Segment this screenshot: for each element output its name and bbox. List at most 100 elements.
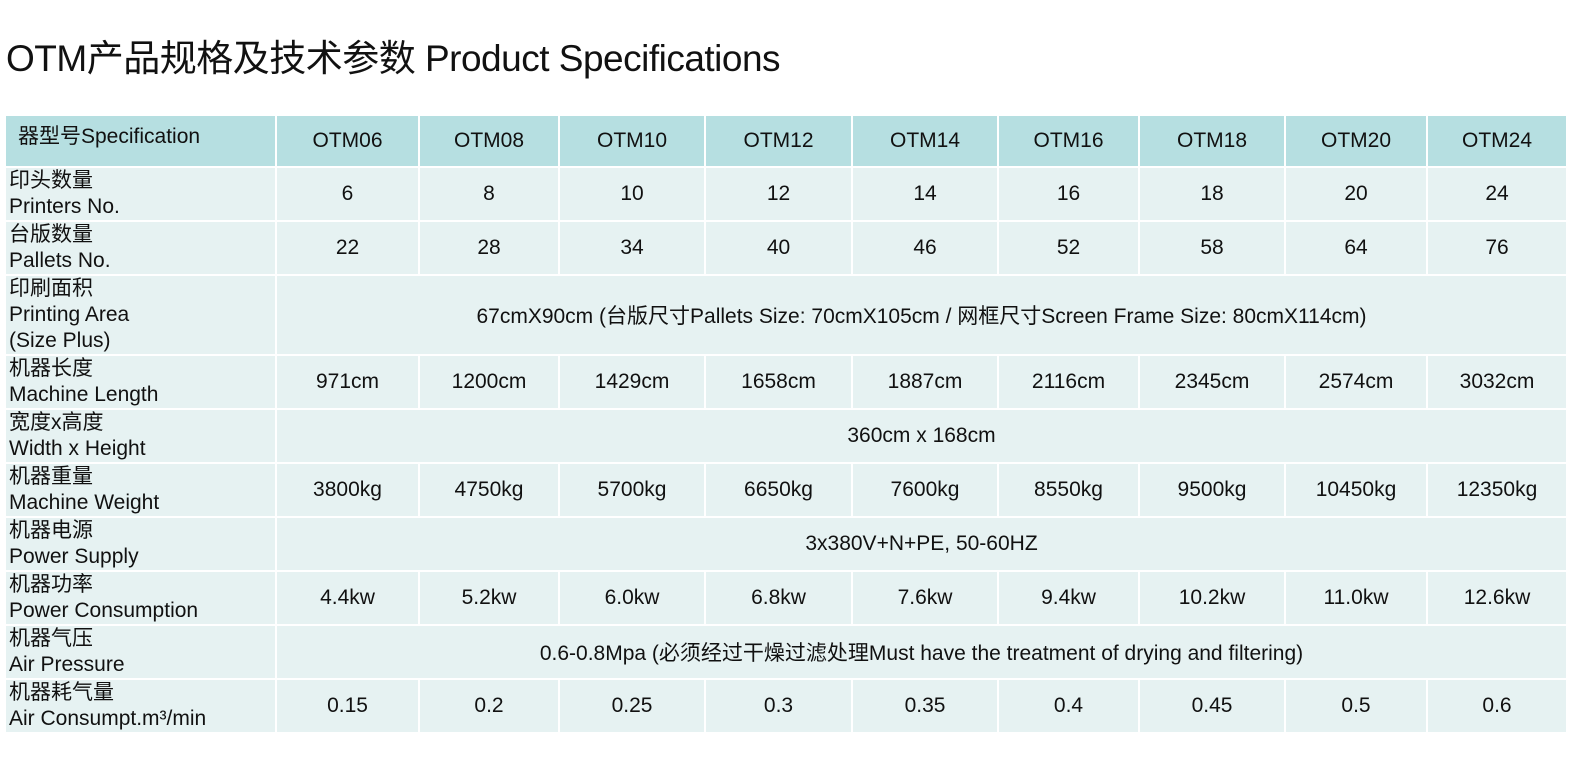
cell: 58 [1138,220,1286,276]
cell: 12350kg [1426,462,1568,518]
label-line: Air Pressure [9,653,125,676]
cell: 971cm [275,354,420,410]
row-label: 印刷面积 Printing Area (Size Plus) [4,274,277,356]
table-body: 印头数量 Printers No. 6 8 10 12 14 16 18 20 24 台版数量 Pall… [4,166,1568,734]
table-head: 器型号Specification OTM06 OTM08 OTM10 OTM12 OTM1… [4,114,1568,168]
cell: 11.0kw [1284,570,1428,626]
table-row: 印刷面积 Printing Area (Size Plus) 67cmX90cm (台… [4,274,1568,356]
table-row: 机器气压 Air Pressure 0.6-0.8Mpa (必须经过干燥过滤处理Mu… [4,624,1568,680]
cell: 0.45 [1138,678,1286,734]
cell: 0.5 [1284,678,1428,734]
column-header: OTM14 [851,114,999,168]
cell: 34 [558,220,706,276]
label-line: Machine Weight [9,491,160,514]
cell: 0.25 [558,678,706,734]
cell: 1429cm [558,354,706,410]
column-header: OTM24 [1426,114,1568,168]
table-row: 机器电源 Power Supply 3x380V+N+PE, 50-60HZ [4,516,1568,572]
cell: 6.0kw [558,570,706,626]
spanning-cell: 360cm x 168cm [275,408,1568,464]
cell: 7.6kw [851,570,999,626]
cell: 16 [997,166,1140,222]
table-row: 机器耗气量 Air Consumpt.m³/min 0.15 0.2 0.25 0.3 0.… [4,678,1568,734]
spec-table: 器型号Specification OTM06 OTM08 OTM10 OTM12 OTM1… [4,114,1568,734]
cell: 22 [275,220,420,276]
label-line: Power Supply [9,545,139,568]
cell: 52 [997,220,1140,276]
column-header: OTM12 [704,114,853,168]
cell: 6.8kw [704,570,853,626]
cell: 0.3 [704,678,853,734]
column-header: OTM08 [418,114,560,168]
label-line: Pallets No. [9,249,111,272]
row-label: 机器重量 Machine Weight [4,462,277,518]
row-label: 机器耗气量 Air Consumpt.m³/min [4,678,277,734]
cell: 24 [1426,166,1568,222]
table-row: 机器功率 Power Consumption 4.4kw 5.2kw 6.0kw 6.8k… [4,570,1568,626]
cell: 46 [851,220,999,276]
label-line: Printing Area [9,303,130,326]
cell: 18 [1138,166,1286,222]
cell: 0.35 [851,678,999,734]
row-label: 机器功率 Power Consumption [4,570,277,626]
label-line: Width x Height [9,437,146,460]
cell: 64 [1284,220,1428,276]
column-header: OTM20 [1284,114,1428,168]
cell: 6650kg [704,462,853,518]
page-title: OTM产品规格及技术参数 Product Specifications [6,38,781,79]
table-row: 印头数量 Printers No. 6 8 10 12 14 16 18 20 24 [4,166,1568,222]
label-line: 印刷面积 [9,277,93,300]
spec-header: 器型号Specification [4,114,277,168]
cell: 10.2kw [1138,570,1286,626]
cell: 10 [558,166,706,222]
cell: 14 [851,166,999,222]
cell: 0.15 [275,678,420,734]
cell: 5700kg [558,462,706,518]
spanning-cell: 67cmX90cm (台版尺寸Pallets Size: 70cmX105cm … [275,274,1568,356]
spanning-cell: 0.6-0.8Mpa (必须经过干燥过滤处理Must have the trea… [275,624,1568,680]
cell: 1200cm [418,354,560,410]
label-line: 宽度x高度 [9,411,104,434]
column-header: OTM18 [1138,114,1286,168]
label-line: 机器功率 [9,573,93,596]
table-row: 宽度x高度 Width x Height 360cm x 168cm [4,408,1568,464]
cell: 1658cm [704,354,853,410]
table-row: 机器重量 Machine Weight 3800kg 4750kg 5700kg 6650… [4,462,1568,518]
row-label: 宽度x高度 Width x Height [4,408,277,464]
cell: 10450kg [1284,462,1428,518]
table-row: 台版数量 Pallets No. 22 28 34 40 46 52 58 64 76 [4,220,1568,276]
cell: 9.4kw [997,570,1140,626]
cell: 12 [704,166,853,222]
cell: 8 [418,166,560,222]
label-line: 台版数量 [9,223,93,246]
row-label: 印头数量 Printers No. [4,166,277,222]
cell: 0.2 [418,678,560,734]
cell: 3032cm [1426,354,1568,410]
label-line: 机器电源 [9,519,93,542]
cell: 20 [1284,166,1428,222]
label-line: 机器长度 [9,357,93,380]
row-label: 机器气压 Air Pressure [4,624,277,680]
label-line: 机器耗气量 [9,681,114,704]
table-row: 机器长度 Machine Length 971cm 1200cm 1429cm 1658c… [4,354,1568,410]
cell: 5.2kw [418,570,560,626]
column-header: OTM10 [558,114,706,168]
label-line: 机器重量 [9,465,93,488]
column-header: OTM16 [997,114,1140,168]
label-line: Power Consumption [9,599,199,622]
cell: 76 [1426,220,1568,276]
cell: 4750kg [418,462,560,518]
cell: 6 [275,166,420,222]
cell: 3800kg [275,462,420,518]
cell: 4.4kw [275,570,420,626]
label-line: 印头数量 [9,169,93,192]
row-label: 台版数量 Pallets No. [4,220,277,276]
header-row: 器型号Specification OTM06 OTM08 OTM10 OTM12 OTM1… [4,114,1568,168]
cell: 8550kg [997,462,1140,518]
cell: 2345cm [1138,354,1286,410]
cell: 2116cm [997,354,1140,410]
cell: 28 [418,220,560,276]
cell: 40 [704,220,853,276]
cell: 1887cm [851,354,999,410]
